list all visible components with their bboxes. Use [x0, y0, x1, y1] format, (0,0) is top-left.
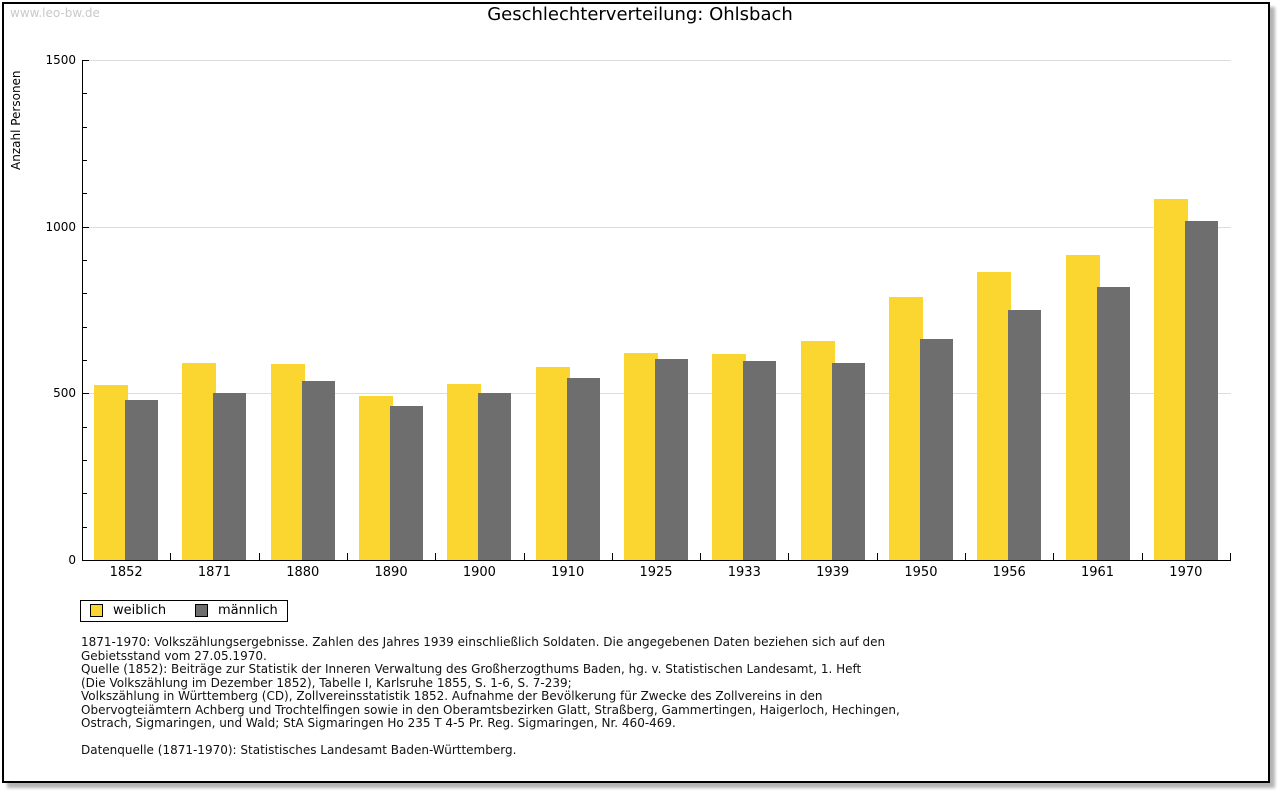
bar-weiblich-1910 — [535, 366, 570, 560]
leo-bw-watermark: www.leo-bw.de — [10, 6, 100, 20]
x-boundary-tick-7 — [700, 553, 702, 560]
bar-weiblich-1871 — [182, 363, 217, 560]
y-tick-1500 — [83, 60, 89, 61]
gridline-1000 — [83, 226, 1231, 228]
gridline-1500 — [83, 60, 1231, 61]
x-tick-label-1961: 1961 — [1080, 565, 1115, 580]
x-tick-label-1871: 1871 — [197, 565, 231, 580]
x-tick-label-1970: 1970 — [1169, 565, 1203, 580]
x-boundary-tick-11 — [1053, 553, 1055, 560]
footnote-line-2: Gebietsstand vom 27.05.1970. — [81, 648, 267, 663]
footnote-spacer — [81, 731, 941, 745]
legend: weiblich männlich — [80, 600, 288, 622]
y-tick-100 — [83, 526, 87, 528]
y-tick-500 — [83, 393, 89, 395]
x-boundary-tick-12 — [1141, 553, 1143, 560]
bar-weiblich-1956 — [977, 272, 1012, 560]
footnote-line-3: Quelle (1852): Beiträge zur Statistik de… — [81, 662, 862, 676]
bar-weiblich-1970 — [1153, 198, 1188, 560]
x-tick-label-1925: 1925 — [639, 565, 673, 580]
bar-männlich-1956 — [1008, 310, 1042, 560]
legend-swatch-weiblich — [90, 604, 103, 617]
y-tick-label-1000: 1000 — [45, 219, 76, 234]
y-tick-300 — [83, 460, 87, 461]
x-tick-label-1890: 1890 — [374, 565, 408, 580]
bar-weiblich-1961 — [1065, 254, 1100, 560]
y-tick-1400 — [83, 93, 87, 95]
x-boundary-tick-3 — [346, 553, 348, 560]
y-tick-200 — [83, 493, 87, 495]
x-tick-label-1950: 1950 — [904, 565, 938, 580]
x-tick-label-1900: 1900 — [462, 565, 496, 580]
plot-area — [82, 60, 1231, 561]
x-boundary-tick-1 — [170, 553, 172, 560]
x-axis-tick-labels: 1852 1871 1880 1890 1900 1910 1925 1933 1939 1950… — [82, 565, 1230, 581]
legend-swatch-maennlich — [195, 604, 208, 617]
y-tick-1100 — [83, 193, 87, 195]
bar-männlich-1910 — [566, 378, 600, 560]
x-boundary-tick-13 — [1230, 553, 1231, 560]
bar-weiblich-1900 — [447, 384, 482, 560]
y-tick-600 — [83, 360, 87, 361]
bar-weiblich-1939 — [800, 340, 835, 560]
x-boundary-tick-10 — [965, 553, 967, 560]
x-boundary-tick-9 — [876, 553, 878, 560]
legend-label-maennlich: männlich — [218, 603, 278, 618]
y-tick-label-500: 500 — [53, 386, 76, 401]
x-boundary-tick-8 — [788, 553, 790, 560]
bar-männlich-1871 — [213, 393, 247, 560]
bar-weiblich-1852 — [94, 385, 129, 560]
y-tick-400 — [83, 426, 87, 428]
bar-männlich-1933 — [743, 361, 777, 560]
bar-weiblich-1933 — [712, 353, 747, 560]
bar-weiblich-1950 — [888, 297, 923, 560]
x-tick-label-1852: 1852 — [109, 565, 143, 580]
bar-weiblich-1925 — [624, 353, 658, 560]
x-tick-label-1933: 1933 — [727, 565, 761, 580]
y-tick-900 — [83, 260, 87, 261]
bar-männlich-1970 — [1184, 220, 1218, 560]
y-tick-1300 — [83, 126, 87, 128]
bar-männlich-1925 — [655, 358, 688, 560]
footnote-line-6: Obervogteiämtern Achberg und Trochtelfin… — [81, 702, 900, 717]
bar-männlich-1939 — [831, 363, 865, 560]
footnote-line-5: Volkszählung in Württemberg (CD), Zollve… — [81, 689, 823, 703]
bar-männlich-1880 — [301, 381, 335, 560]
bar-männlich-1900 — [478, 392, 512, 560]
footnote-line-1: 1871-1970: Volkszählungsergebnisse. Zahl… — [81, 635, 886, 649]
footnote-line-7: Ostrach, Sigmaringen, und Wald; StA Sigm… — [81, 716, 676, 730]
y-axis-tick-labels: 0 500 1000 1500 — [0, 53, 76, 567]
x-tick-label-1939: 1939 — [816, 565, 850, 580]
y-tick-1000 — [83, 226, 89, 228]
x-tick-label-1910: 1910 — [551, 565, 585, 580]
y-tick-800 — [83, 293, 87, 295]
legend-label-weiblich: weiblich — [113, 603, 167, 618]
y-tick-label-1500: 1500 — [45, 53, 76, 67]
chart-title: Geschlechterverteilung: Ohlsbach — [487, 4, 793, 25]
bar-weiblich-1880 — [270, 364, 305, 560]
x-tick-label-1880: 1880 — [286, 565, 320, 580]
y-tick-1200 — [83, 160, 87, 161]
bar-männlich-1890 — [390, 406, 424, 560]
x-boundary-tick-2 — [258, 553, 260, 560]
x-boundary-tick-6 — [611, 553, 613, 560]
footnote-line-4: (Die Volkszählung im Dezember 1852), Tab… — [81, 675, 572, 690]
footnotes: 1871-1970: Volkszählungsergebnisse. Zahl… — [81, 635, 941, 758]
x-boundary-tick-4 — [435, 553, 437, 560]
bar-männlich-1852 — [125, 400, 159, 560]
bar-männlich-1961 — [1096, 286, 1130, 560]
x-tick-label-1956: 1956 — [992, 565, 1026, 580]
bar-weiblich-1890 — [359, 396, 394, 560]
footnote-line-9: Datenquelle (1871-1970): Statistisches L… — [81, 743, 517, 757]
y-tick-700 — [83, 326, 87, 328]
x-boundary-tick-5 — [523, 553, 525, 560]
bar-männlich-1950 — [919, 339, 953, 560]
y-tick-label-0: 0 — [68, 553, 76, 567]
